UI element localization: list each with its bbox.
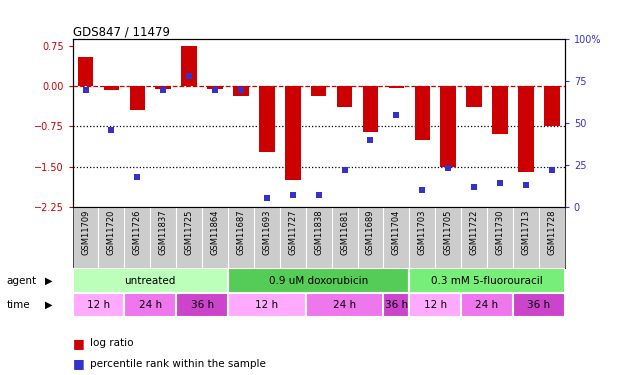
Bar [492,86,508,135]
Text: GSM11726: GSM11726 [133,210,142,255]
Text: GSM11837: GSM11837 [159,210,168,255]
Bar [337,86,352,106]
Bar [513,292,565,317]
Text: GSM11713: GSM11713 [521,210,531,255]
Point [107,127,117,133]
Point [443,165,453,171]
Bar [124,292,176,317]
Text: GSM11703: GSM11703 [418,210,427,255]
Text: time: time [6,300,30,310]
Bar [285,86,300,180]
Text: GSM11727: GSM11727 [288,210,297,255]
Text: 36 h: 36 h [385,300,408,310]
Point [495,180,505,186]
Text: GSM11864: GSM11864 [211,210,220,255]
Bar [389,86,404,88]
Bar [305,292,384,317]
Point [133,174,143,180]
Text: GSM11725: GSM11725 [185,210,194,255]
Point [184,73,194,79]
Point [546,167,557,173]
Point [262,195,272,201]
Point [81,87,91,93]
Bar [518,86,534,172]
Point [210,87,220,93]
Bar [228,268,410,292]
Text: GSM11722: GSM11722 [469,210,478,255]
Bar [78,57,93,86]
Text: GSM11704: GSM11704 [392,210,401,255]
Bar [461,292,513,317]
Point [365,137,375,143]
Text: 24 h: 24 h [333,300,356,310]
Bar [103,86,119,90]
Bar [207,86,223,90]
Text: GSM11709: GSM11709 [81,210,90,255]
Text: GSM11681: GSM11681 [340,210,349,255]
Text: 12 h: 12 h [423,300,447,310]
Bar [129,86,145,110]
Point [521,182,531,188]
Point [469,184,479,190]
Bar [410,292,461,317]
Text: GSM11689: GSM11689 [366,210,375,255]
Point [236,87,246,93]
Bar [363,86,378,132]
Bar [440,86,456,166]
Text: ■: ■ [73,357,85,370]
Text: GSM11705: GSM11705 [444,210,452,255]
Bar [410,268,565,292]
Bar [228,292,305,317]
Text: 12 h: 12 h [256,300,278,310]
Text: GSM11720: GSM11720 [107,210,116,255]
Text: GDS847 / 11479: GDS847 / 11479 [73,25,170,38]
Text: ▶: ▶ [45,300,53,310]
Point [158,87,168,93]
Text: GSM11693: GSM11693 [262,210,271,255]
Text: percentile rank within the sample: percentile rank within the sample [90,359,266,369]
Text: GSM11838: GSM11838 [314,210,323,255]
Text: 0.3 mM 5-fluorouracil: 0.3 mM 5-fluorouracil [431,276,543,285]
Text: 36 h: 36 h [191,300,214,310]
Text: agent: agent [6,276,37,285]
Text: 0.9 uM doxorubicin: 0.9 uM doxorubicin [269,276,369,285]
Text: ▶: ▶ [45,276,53,285]
Bar [233,86,249,96]
Text: GSM11687: GSM11687 [237,210,245,255]
Text: 36 h: 36 h [528,300,550,310]
Point [288,192,298,198]
Point [339,167,350,173]
Point [417,187,427,193]
Text: log ratio: log ratio [90,338,134,348]
Bar [73,268,228,292]
Text: GSM11728: GSM11728 [547,210,557,255]
Text: untreated: untreated [124,276,176,285]
Text: GSM11730: GSM11730 [495,210,504,255]
Text: 24 h: 24 h [139,300,162,310]
Point [314,192,324,198]
Bar [259,86,274,152]
Bar [415,86,430,140]
Bar [176,292,228,317]
Bar [73,292,124,317]
Bar [155,86,171,89]
Bar [384,292,410,317]
Text: 12 h: 12 h [87,300,110,310]
Text: 24 h: 24 h [476,300,498,310]
Bar [466,86,482,106]
Bar [181,46,197,86]
Bar [311,86,326,96]
Point [391,112,401,118]
Bar [544,86,560,126]
Text: ■: ■ [73,337,85,350]
